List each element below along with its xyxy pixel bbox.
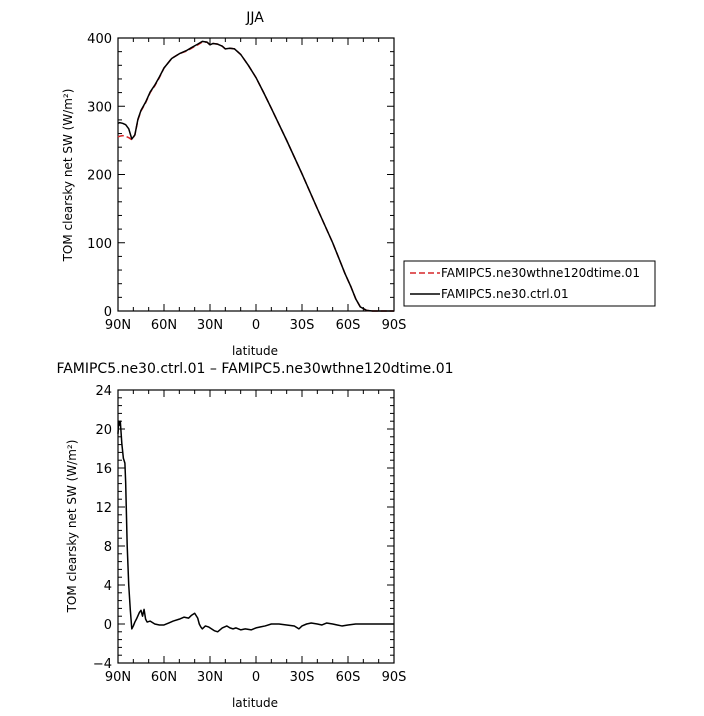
x-tick-label: 60S [336, 318, 361, 333]
legend-label-series-1: FAMIPC5.ne30wthne120dtime.01 [441, 266, 640, 280]
x-ticks-top: 90N 60N 30N 0 30S 60S 90S [105, 38, 407, 333]
x-tick-label: 60N [151, 670, 177, 685]
chart-title-bottom: FAMIPC5.ne30.ctrl.01 – FAMIPC5.ne30wthne… [56, 361, 453, 377]
x-tick-label: 0 [252, 318, 260, 333]
legend-label-series-2: FAMIPC5.ne30.ctrl.01 [441, 287, 569, 301]
legend-box [403, 260, 656, 307]
x-tick-label: 30S [290, 318, 315, 333]
x-tick-label: 30N [197, 318, 223, 333]
y-tick-label: 16 [95, 462, 112, 477]
x-tick-label: 90N [105, 670, 131, 685]
y-tick-label: −4 [93, 657, 112, 672]
series-lines-top [117, 40, 394, 312]
y-ticks-top: 0 100 200 300 400 [87, 32, 394, 320]
x-tick-label: 30S [290, 670, 315, 685]
y-axis-label-top: TOM clearsky net SW (W/m²) [61, 89, 75, 263]
y-tick-label: 300 [87, 100, 112, 115]
y-tick-label: 24 [95, 384, 112, 399]
x-tick-label: 90N [105, 318, 131, 333]
y-tick-label: 12 [95, 501, 112, 516]
y-axis-label-bottom: TOM clearsky net SW (W/m²) [65, 440, 79, 614]
y-tick-label: 20 [95, 423, 112, 438]
x-ticks-bottom: 90N 60N 30N 0 30S 60S 90S [105, 390, 407, 685]
legend: FAMIPC5.ne30wthne120dtime.01 FAMIPC5.ne3… [403, 260, 656, 307]
y-ticks-bottom: −4 0 4 8 12 16 20 24 [93, 384, 394, 672]
series-line-ne30wthne120dtime [117, 41, 394, 312]
x-axis-label-top: latitude [232, 344, 278, 358]
series-line-ne30-ctrl [117, 40, 394, 312]
x-tick-label: 30N [197, 670, 223, 685]
series-line-difference [117, 420, 394, 633]
x-tick-label: 90S [382, 670, 407, 685]
plot-frame-bottom [117, 389, 395, 664]
chart-title-top: JJA [245, 10, 264, 26]
x-tick-label: 90S [382, 318, 407, 333]
y-tick-label: 100 [87, 237, 112, 252]
series-lines-bottom [117, 420, 394, 633]
y-tick-label: 8 [104, 540, 112, 555]
x-tick-label: 0 [252, 670, 260, 685]
panel-bottom: FAMIPC5.ne30.ctrl.01 – FAMIPC5.ne30wthne… [56, 361, 453, 710]
y-tick-label: 0 [104, 618, 112, 633]
x-axis-label-bottom: latitude [232, 696, 278, 710]
panel-top: JJA 0 100 200 300 400 90N 60N 30N 0 30S 60S 90S la… [61, 10, 656, 358]
y-tick-label: 4 [104, 579, 112, 594]
y-tick-label: 400 [87, 32, 112, 47]
x-tick-label: 60N [151, 318, 177, 333]
y-tick-label: 0 [104, 305, 112, 320]
y-tick-label: 200 [87, 169, 112, 184]
x-tick-label: 60S [336, 670, 361, 685]
